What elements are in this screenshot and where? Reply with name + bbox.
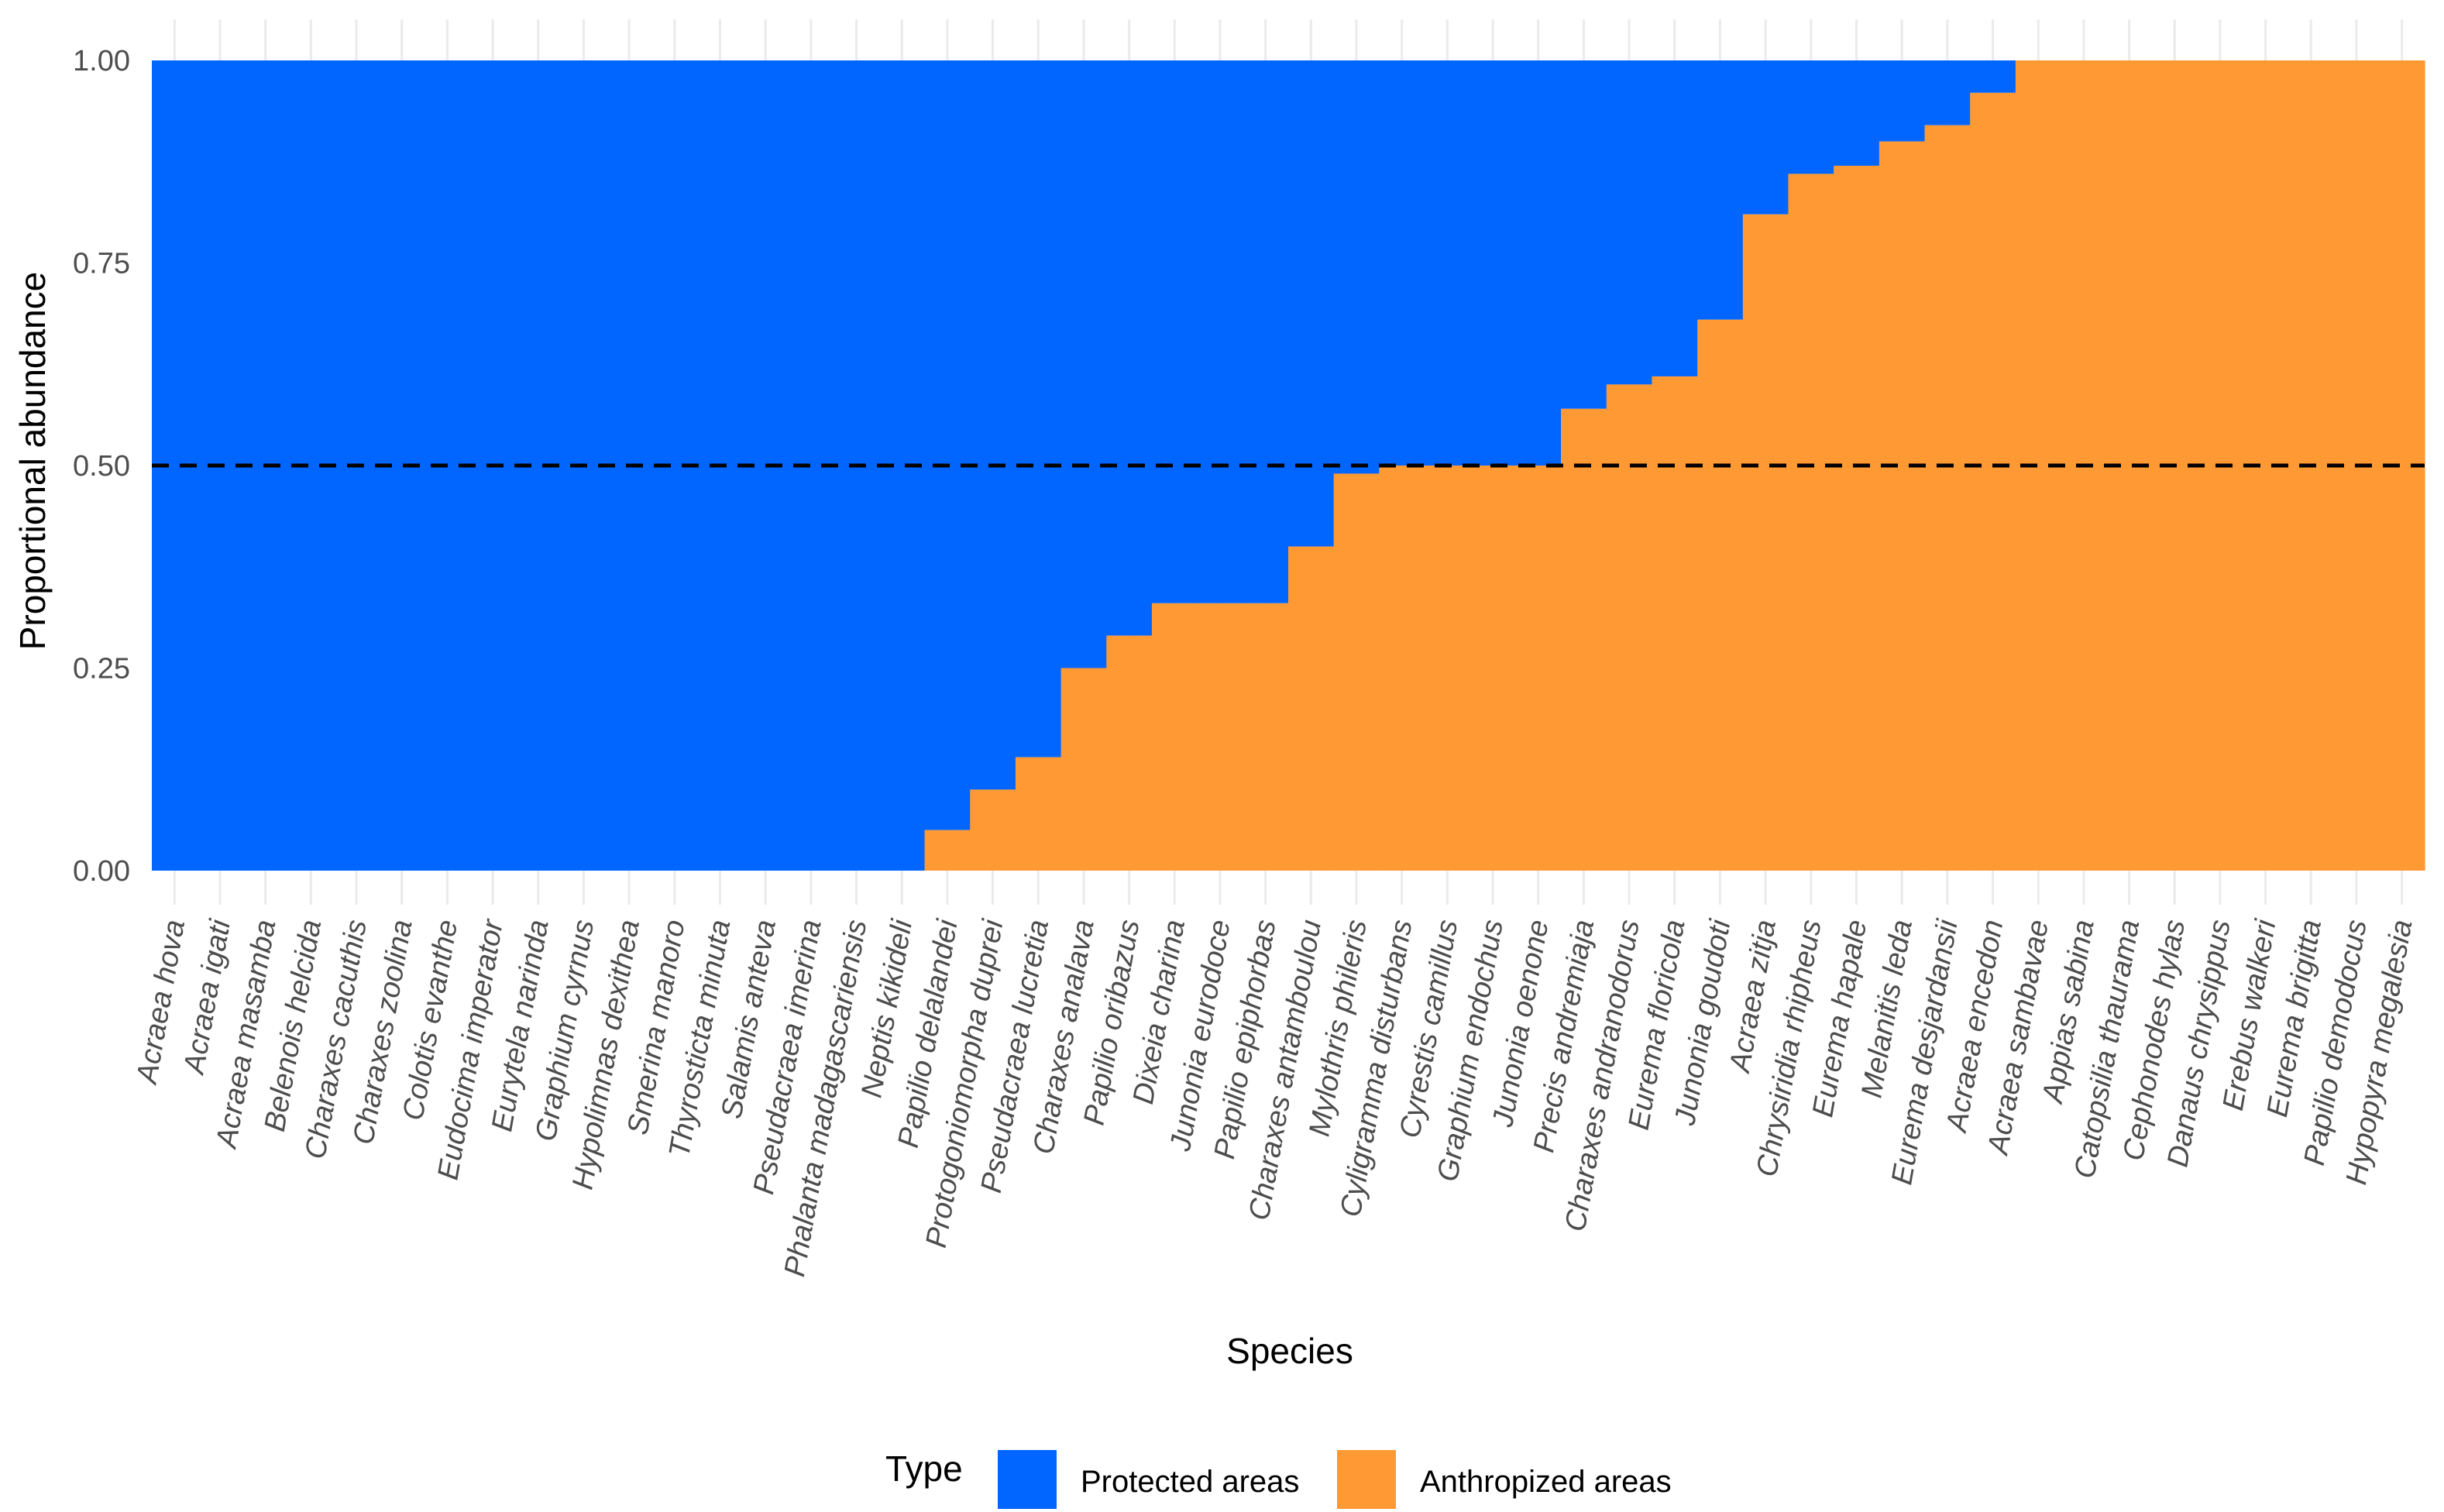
y-axis-tick-labels: 0.00 0.25 0.50 0.75 1.00	[73, 45, 130, 888]
bar-anthropized	[1469, 466, 1516, 871]
bar-anthropized	[1742, 214, 1789, 871]
bar-protected	[1425, 60, 1471, 466]
bar-anthropized	[1015, 757, 1062, 871]
bar-anthropized	[1515, 466, 1562, 871]
y-axis-title: Proportional abundance	[12, 272, 53, 650]
bar-anthropized	[924, 830, 971, 871]
bar-protected	[1060, 60, 1107, 668]
x-axis-title: Species	[1226, 1331, 1353, 1371]
legend-swatch-protected	[998, 1450, 1057, 1509]
bar-anthropized	[1697, 319, 1744, 871]
bar-protected	[1151, 60, 1198, 603]
bar-protected	[1788, 60, 1834, 174]
bar-anthropized	[1151, 603, 1198, 871]
bar-anthropized	[1561, 408, 1607, 871]
bar-anthropized	[1197, 603, 1243, 871]
bar-anthropized	[970, 789, 1016, 871]
bar-anthropized	[1379, 466, 1425, 871]
bar-anthropized	[1606, 384, 1653, 871]
bar-protected	[1333, 60, 1380, 474]
bar-anthropized	[1243, 603, 1289, 871]
bar-protected	[1879, 60, 1926, 142]
bar-protected	[1697, 60, 1744, 320]
bar-anthropized	[1425, 466, 1471, 871]
bar-protected	[1970, 60, 2016, 93]
bar-protected	[1652, 60, 1698, 376]
bar-protected	[1243, 60, 1289, 603]
legend-swatch-anthropized	[1337, 1450, 1396, 1509]
bar-protected	[1834, 60, 1880, 166]
bar-anthropized	[1060, 668, 1107, 871]
bar-protected	[1106, 60, 1153, 636]
bar-anthropized	[1834, 165, 1880, 871]
bar-protected	[924, 60, 971, 830]
bar-protected	[970, 60, 1016, 790]
bar-protected	[1379, 60, 1425, 466]
bar-protected	[1515, 60, 1562, 466]
bar-protected	[1197, 60, 1243, 603]
bar-anthropized	[1879, 141, 1926, 871]
bar-protected	[1015, 60, 1062, 758]
legend-label-protected: Protected areas	[1081, 1465, 1299, 1499]
y-tick-label: 1.00	[73, 45, 130, 77]
y-tick-label: 0.50	[73, 450, 130, 483]
bar-anthropized	[1333, 473, 1380, 871]
bar-protected	[1288, 60, 1335, 547]
bar-protected	[1561, 60, 1607, 409]
bar-anthropized	[1788, 174, 1834, 871]
bar-protected	[1469, 60, 1516, 466]
legend-title: Type	[885, 1448, 963, 1489]
bar-anthropized	[1970, 92, 2016, 871]
legend-label-anthropized: Anthropized areas	[1420, 1465, 1672, 1499]
bar-anthropized	[1652, 376, 1698, 871]
y-tick-label: 0.75	[73, 248, 130, 280]
legend: Type Protected areas Anthropized areas	[885, 1448, 1672, 1509]
bar-anthropized	[1288, 546, 1335, 871]
bar-protected	[1606, 60, 1653, 385]
bar-protected	[1742, 60, 1789, 215]
y-tick-label: 0.25	[73, 653, 130, 686]
y-tick-label: 0.00	[73, 855, 130, 888]
bar-protected	[1924, 60, 1971, 125]
bar-anthropized	[1106, 635, 1153, 871]
bar-anthropized	[1924, 125, 1971, 871]
